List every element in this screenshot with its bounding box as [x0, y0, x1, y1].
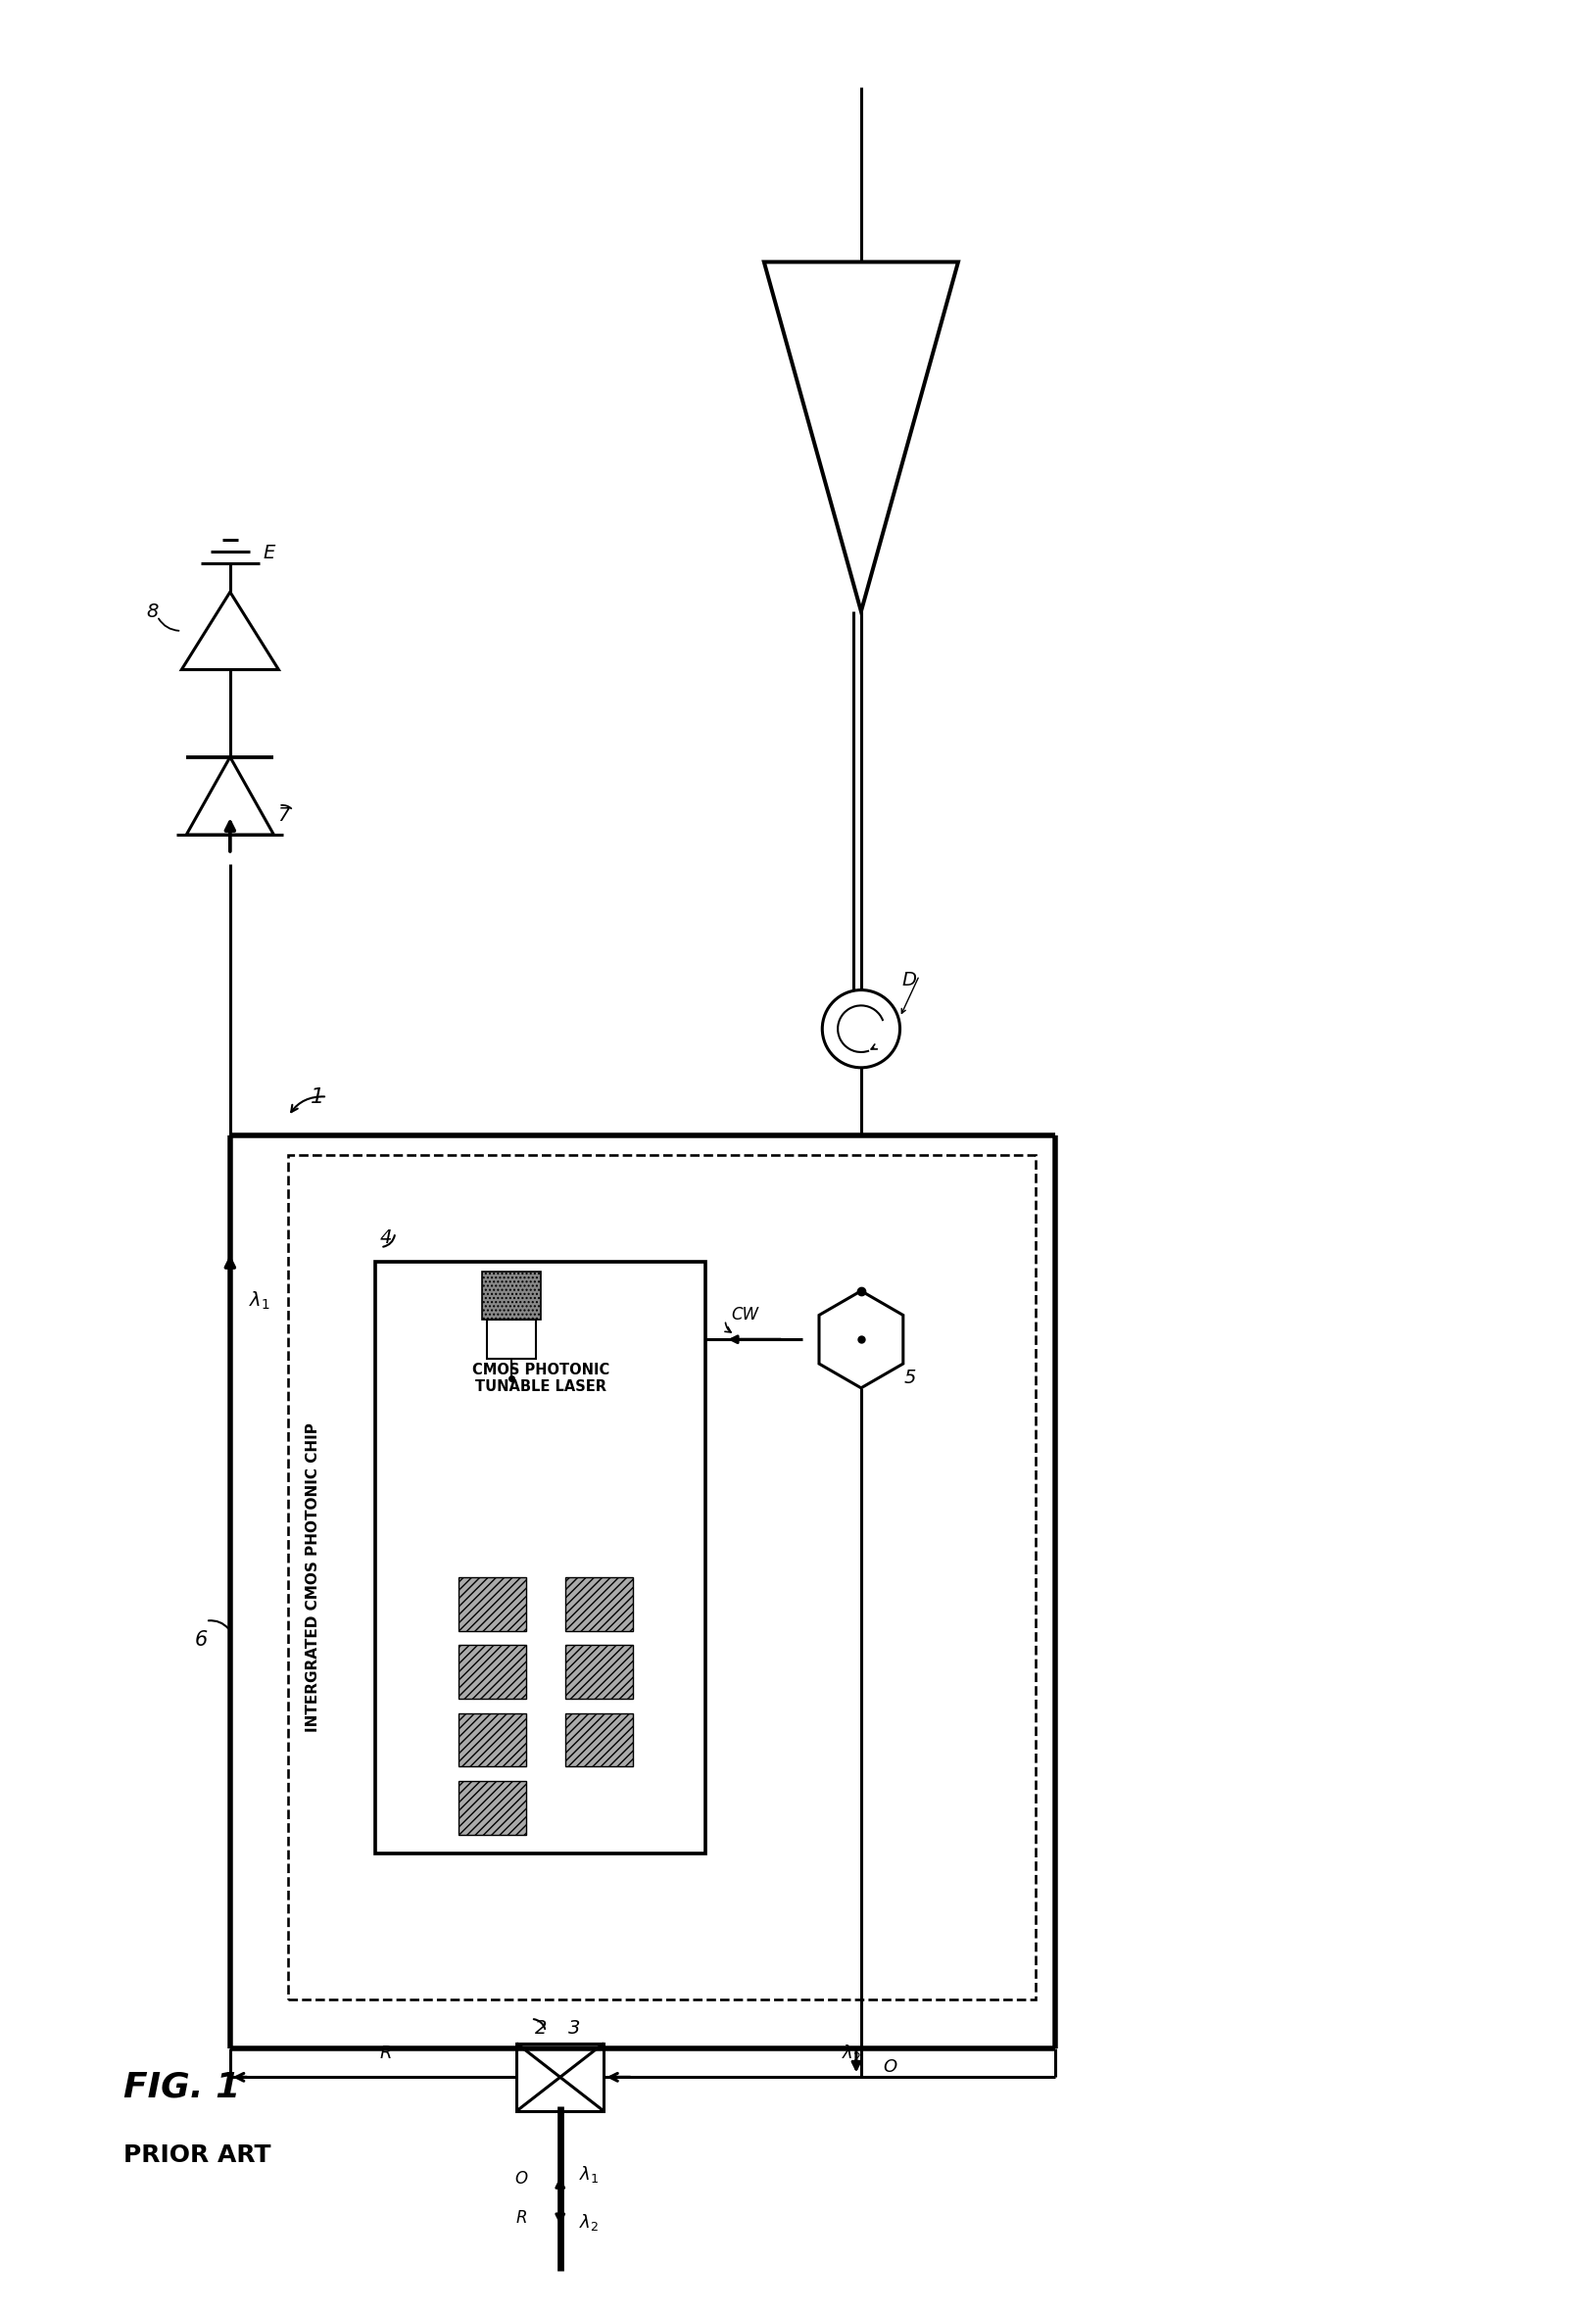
Polygon shape	[375, 1261, 705, 1855]
Text: $\lambda_2$: $\lambda_2$	[579, 2213, 598, 2234]
Text: O: O	[516, 2171, 528, 2188]
Text: 6: 6	[195, 1631, 207, 1649]
Polygon shape	[458, 1714, 527, 1767]
Text: 8: 8	[147, 603, 158, 621]
Text: $\lambda_1$: $\lambda_1$	[579, 2164, 598, 2185]
Text: R: R	[516, 2208, 527, 2227]
Polygon shape	[187, 758, 275, 834]
Polygon shape	[764, 261, 958, 612]
Text: R: R	[380, 2044, 391, 2063]
Polygon shape	[182, 591, 279, 670]
Text: 5: 5	[903, 1370, 916, 1388]
Polygon shape	[458, 1645, 527, 1698]
Polygon shape	[482, 1271, 541, 1319]
Text: $\lambda_2$: $\lambda_2$	[841, 2042, 862, 2063]
Text: E: E	[263, 543, 275, 561]
Polygon shape	[458, 1578, 527, 1631]
Text: 7: 7	[278, 806, 289, 825]
Polygon shape	[565, 1714, 634, 1767]
Polygon shape	[565, 1578, 634, 1631]
Text: D: D	[902, 970, 918, 989]
Text: 1: 1	[311, 1088, 324, 1106]
Text: 2: 2	[535, 2019, 547, 2037]
Polygon shape	[565, 1645, 634, 1698]
Text: $\lambda_1$: $\lambda_1$	[249, 1289, 270, 1312]
Text: FIG. 1: FIG. 1	[123, 2070, 239, 2104]
Polygon shape	[819, 1291, 903, 1388]
Polygon shape	[517, 2042, 603, 2111]
Polygon shape	[487, 1319, 536, 1358]
Text: 4: 4	[380, 1229, 391, 1247]
Text: CMOS PHOTONIC
TUNABLE LASER: CMOS PHOTONIC TUNABLE LASER	[472, 1363, 610, 1395]
Text: O: O	[883, 2058, 897, 2077]
Polygon shape	[458, 1781, 527, 1834]
Text: INTERGRATED CMOS PHOTONIC CHIP: INTERGRATED CMOS PHOTONIC CHIP	[305, 1423, 319, 1732]
Text: 3: 3	[568, 2019, 581, 2037]
Text: PRIOR ART: PRIOR ART	[123, 2144, 271, 2167]
Text: CW: CW	[731, 1307, 758, 1324]
